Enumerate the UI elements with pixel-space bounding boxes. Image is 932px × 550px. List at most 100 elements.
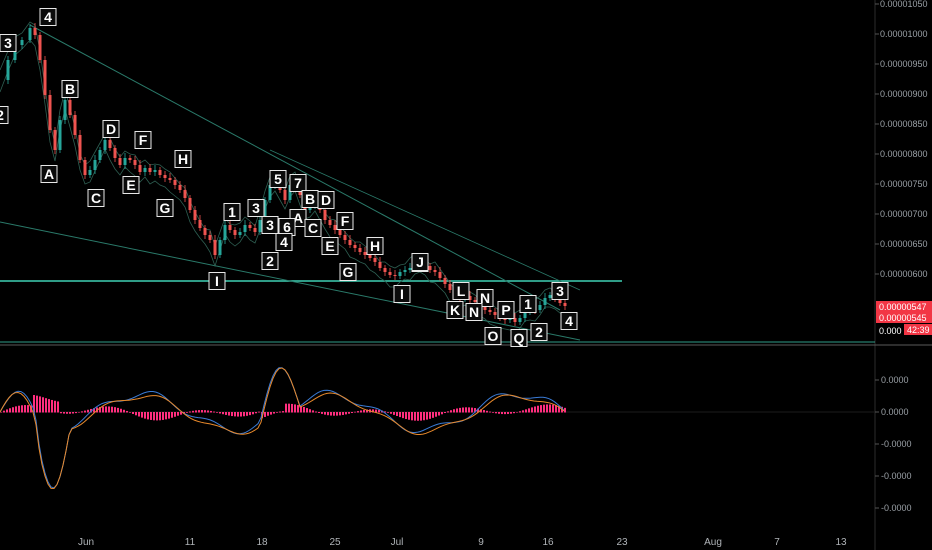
macd-histogram-bar (66, 412, 68, 414)
macd-histogram-bar (198, 410, 200, 413)
candle-body (228, 225, 232, 230)
price-tag-label: 42:39 (907, 325, 930, 335)
macd-histogram-bar (159, 412, 161, 421)
wave-label-box (476, 289, 494, 307)
price-tag-label: 0.00000547 (879, 302, 927, 312)
wave-label: 2 (0, 107, 4, 123)
macd-histogram-bar (297, 405, 299, 413)
macd-histogram-bar (435, 412, 437, 417)
candle-body (473, 300, 477, 302)
wave-label: 7 (294, 175, 302, 191)
macd-histogram-bar (429, 412, 431, 419)
candle-body (378, 262, 382, 268)
macd-histogram-bar (555, 405, 557, 413)
macd-histogram-bar (273, 412, 275, 414)
candle-body (6, 60, 10, 80)
macd-histogram-bar (285, 403, 287, 413)
price-tick-label: 0.00000800 (880, 149, 928, 159)
macd-histogram-bar (306, 408, 308, 413)
candle-body (538, 305, 542, 310)
macd-histogram-bar (549, 404, 551, 413)
price-tick-label: 0.00000850 (880, 119, 928, 129)
wave-label-box (0, 106, 9, 124)
macd-histogram-bar (270, 412, 272, 415)
wave-label: 3 (266, 217, 274, 233)
price-tick-label: 0.00001050 (880, 0, 928, 9)
date-tick-label: 13 (835, 537, 847, 548)
macd-line (0, 367, 565, 489)
wave-label-box (304, 219, 322, 237)
macd-histogram-bar (162, 412, 164, 420)
macd-histogram-bar (321, 412, 323, 414)
wave-label: P (501, 302, 510, 318)
macd-histogram-bar (225, 412, 227, 415)
macd-histogram-bar (150, 412, 152, 420)
price-tag (876, 301, 932, 312)
candle-body (133, 160, 137, 165)
macd-histogram-bar (483, 410, 485, 413)
candle-body (493, 312, 497, 315)
candle-body (428, 266, 432, 270)
candle-body (363, 252, 367, 255)
macd-histogram-bar (315, 411, 317, 413)
macd-histogram-bar (480, 409, 482, 413)
macd-histogram-bar (300, 405, 302, 413)
candle-body (138, 165, 142, 172)
macd-histogram-bar (354, 411, 356, 413)
macd-histogram-bar (102, 406, 104, 413)
macd-histogram-bar (201, 410, 203, 413)
price-tag (904, 324, 932, 335)
macd-histogram-bar (405, 412, 407, 420)
candle-body (123, 158, 127, 165)
macd-histogram-bar (426, 412, 428, 420)
candle-body (388, 272, 392, 275)
macd-histogram-bar (246, 412, 248, 416)
candle-body (373, 258, 377, 262)
macd-histogram-bar (240, 412, 242, 417)
wave-label: 5 (274, 171, 282, 187)
wave-label-box (446, 301, 464, 319)
macd-histogram-bar (168, 412, 170, 419)
wave-label: A (44, 166, 54, 182)
wave-label: 3 (252, 200, 260, 216)
candle-body (488, 310, 492, 312)
candle-body (268, 185, 272, 200)
wave-label-box (484, 327, 502, 345)
macd-histogram-bar (108, 406, 110, 413)
candle-body (433, 270, 437, 272)
candle-body (353, 245, 357, 248)
macd-histogram-bar (318, 412, 320, 414)
wave-label-box (122, 176, 140, 194)
candle-body (113, 148, 117, 158)
wave-label: O (488, 328, 499, 344)
macd-histogram-bar (345, 412, 347, 415)
wave-label-box (411, 253, 429, 271)
wave-label: 3 (556, 283, 564, 299)
wave-label-box (102, 120, 120, 138)
wave-label: 4 (565, 313, 573, 329)
macd-histogram-bar (45, 398, 47, 413)
candle-body (408, 268, 412, 270)
macd-histogram-bar (423, 412, 425, 421)
wave-label: A (293, 210, 303, 226)
macd-histogram-bar (444, 412, 446, 414)
macd-histogram-bar (489, 411, 491, 413)
macd-histogram-bar (180, 412, 182, 415)
macd-histogram-bar (474, 408, 476, 413)
wave-label-box (551, 282, 569, 300)
macd-histogram-bar (132, 412, 134, 415)
macd-histogram-bar (357, 411, 359, 413)
price-tick-label: 0.00000700 (880, 209, 928, 219)
macd-tick-label: -0.0000 (881, 503, 912, 513)
macd-histogram-bar (42, 397, 44, 413)
macd-histogram-bar (72, 412, 74, 414)
macd-histogram-bar (111, 406, 113, 413)
date-tick-label: 23 (616, 537, 628, 548)
wave-label: F (341, 213, 350, 229)
price-tick-label: 0.00000900 (880, 89, 928, 99)
macd-histogram-bar (171, 412, 173, 418)
wave-label-box (247, 199, 265, 217)
candle-body (93, 160, 97, 170)
